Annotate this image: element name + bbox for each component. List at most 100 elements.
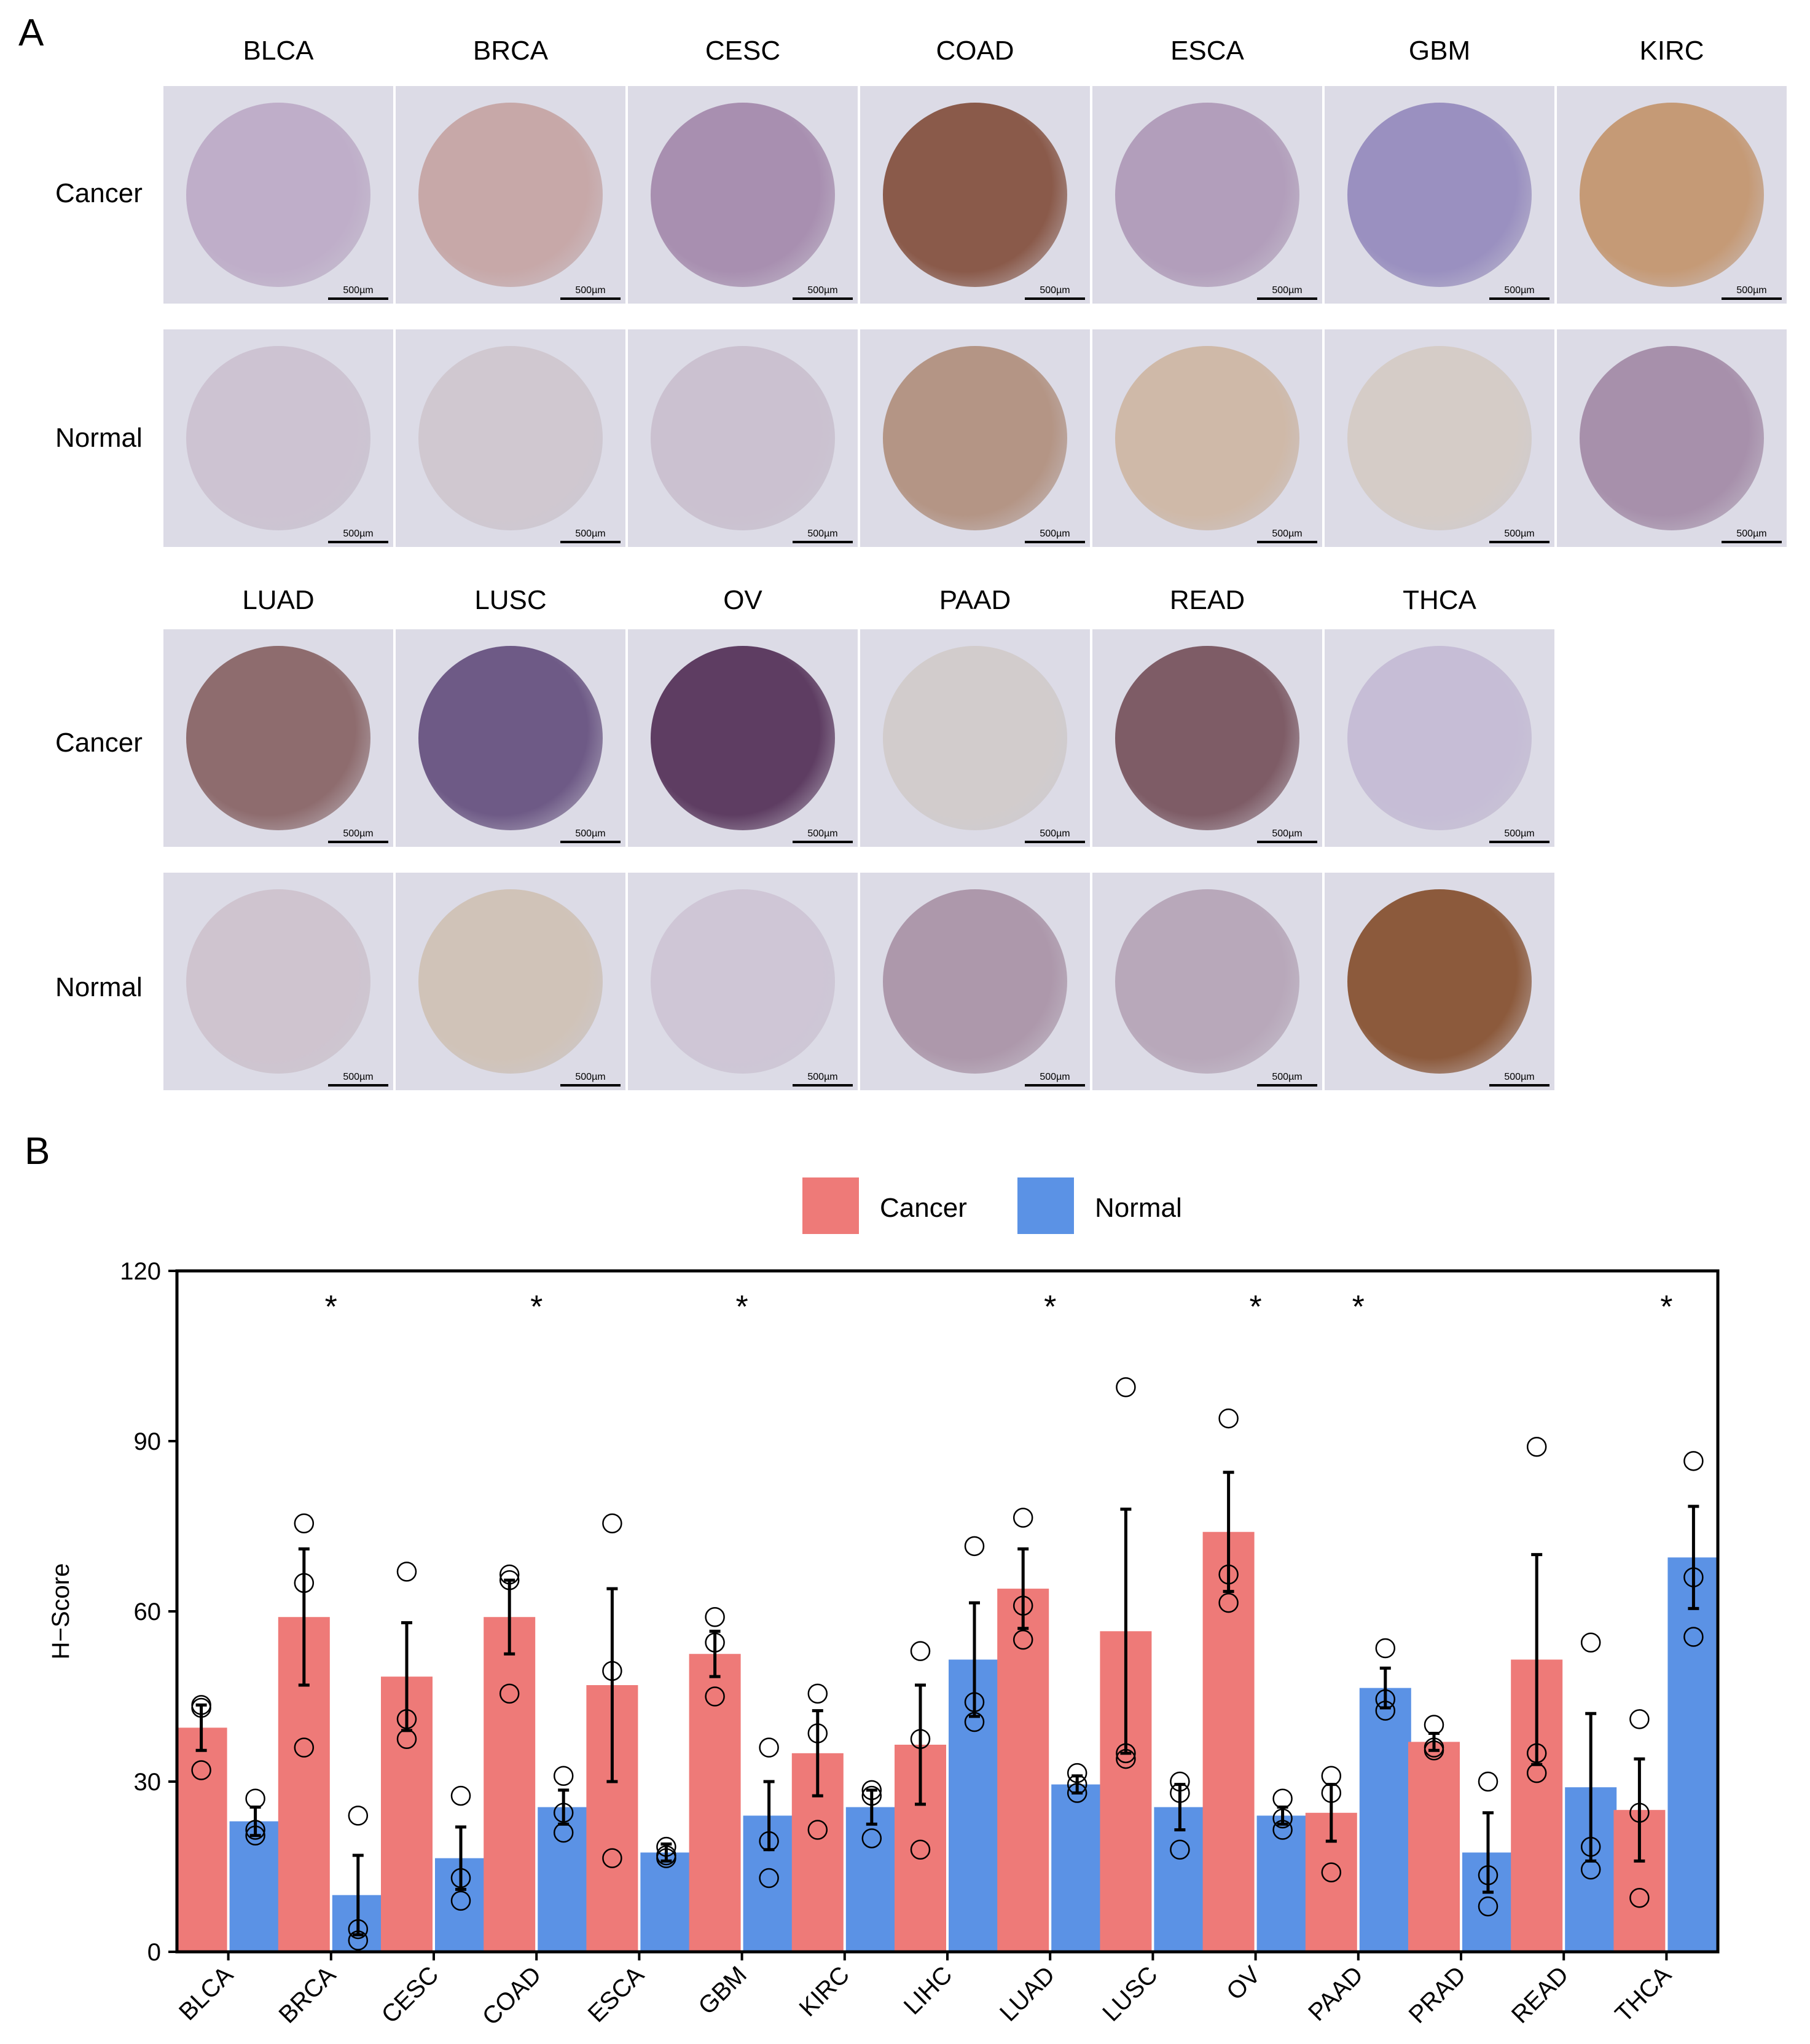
bar-thca-normal	[1667, 1557, 1720, 1952]
x-tick-label-lihc: LIHC	[899, 1961, 958, 2020]
tissue-label-read: READ	[1169, 585, 1245, 615]
scale-bar: 500µm	[328, 1072, 388, 1087]
ihc-image-thca-normal: 500µm	[1325, 873, 1554, 1090]
data-point-kirc-cancer-2	[807, 1723, 828, 1743]
significance-star-thca: *	[1660, 1289, 1672, 1325]
tissue-core	[1115, 103, 1299, 287]
data-point-esca-normal-3	[656, 1848, 676, 1868]
ihc-image-paad-cancer: 500µm	[860, 629, 1090, 847]
scale-bar-label: 500µm	[343, 828, 374, 839]
scale-bar: 500µm	[1489, 285, 1549, 300]
data-point-luad-normal-3	[1067, 1783, 1087, 1803]
row-label-cancer: Cancer	[55, 178, 143, 208]
y-tick-label-30: 30	[134, 1769, 162, 1796]
ihc-image-kirc-normal: 500µm	[1557, 329, 1787, 547]
tissue-core	[186, 646, 370, 830]
scale-bar-label: 500µm	[343, 529, 374, 539]
data-point-brca-normal-3	[348, 1930, 369, 1951]
data-point-read-cancer-2	[1526, 1743, 1547, 1764]
bar-blca-cancer	[175, 1728, 227, 1952]
tissue-core	[186, 889, 370, 1074]
data-point-ov-cancer-3	[1218, 1592, 1239, 1613]
scale-bar: 500µm	[1025, 529, 1085, 543]
x-tick-label-cesc: CESC	[377, 1961, 444, 2029]
scale-bar: 500µm	[1489, 828, 1549, 843]
legend-label-cancer: Cancer	[880, 1193, 967, 1223]
y-tick-label-120: 120	[120, 1258, 161, 1285]
tissue-label-cesc: CESC	[705, 36, 781, 66]
x-tick-label-lusc: LUSC	[1097, 1961, 1163, 2027]
scale-bar-line	[1025, 841, 1085, 843]
data-point-gbm-cancer-2	[705, 1632, 725, 1653]
scale-bar: 500µm	[793, 285, 853, 300]
data-point-coad-cancer-1	[499, 1564, 520, 1585]
data-point-cesc-normal-3	[450, 1890, 471, 1911]
tissue-label-ov: OV	[723, 585, 762, 615]
data-point-lusc-normal-3	[1170, 1839, 1190, 1860]
data-point-lihc-normal-1	[964, 1536, 985, 1557]
legend-label-normal: Normal	[1095, 1193, 1182, 1223]
scale-bar-label: 500µm	[575, 285, 606, 296]
data-point-gbm-normal-1	[759, 1737, 779, 1758]
data-point-lihc-normal-2	[964, 1692, 985, 1712]
scale-bar-line	[328, 1084, 388, 1087]
scale-bar-label: 500µm	[575, 529, 606, 539]
data-point-thca-normal-2	[1683, 1567, 1704, 1587]
tissue-core	[883, 103, 1067, 287]
tissue-core	[1347, 346, 1532, 530]
scale-bar-label: 500µm	[1272, 285, 1303, 296]
ihc-image-brca-cancer: 500µm	[396, 86, 625, 304]
data-point-coad-normal-3	[553, 1822, 574, 1843]
scale-bar-line	[1025, 297, 1085, 300]
scale-bar: 500µm	[1489, 1072, 1549, 1087]
panel-label-b: B	[25, 1130, 50, 1173]
data-point-ov-normal-3	[1272, 1820, 1293, 1840]
data-point-luad-normal-1	[1067, 1763, 1087, 1783]
bar-coad-normal	[538, 1807, 590, 1952]
scale-bar-line	[328, 297, 388, 300]
scale-bar: 500µm	[1025, 1072, 1085, 1087]
scale-bar: 500µm	[1257, 1072, 1317, 1087]
ihc-image-read-cancer: 500µm	[1092, 629, 1322, 847]
data-point-blca-normal-3	[245, 1825, 265, 1845]
scale-bar-line	[328, 841, 388, 843]
data-point-esca-cancer-3	[602, 1848, 622, 1868]
scale-bar-line	[793, 1084, 853, 1087]
tissue-label-gbm: GBM	[1408, 36, 1471, 66]
data-point-blca-cancer-2	[191, 1695, 211, 1715]
scale-bar-line	[1257, 841, 1317, 843]
scale-bar: 500µm	[1489, 529, 1549, 543]
data-point-thca-cancer-3	[1629, 1888, 1650, 1908]
scale-bar-label: 500µm	[807, 529, 838, 539]
tissue-label-luad: LUAD	[242, 585, 315, 615]
x-tick-label-esca: ESCA	[583, 1961, 649, 2027]
y-tick-label-60: 60	[134, 1598, 162, 1625]
tissue-core	[651, 346, 835, 530]
scale-bar-line	[328, 541, 388, 543]
data-point-cesc-normal-1	[450, 1785, 471, 1806]
ihc-image-read-normal: 500µm	[1092, 873, 1322, 1090]
data-point-prad-normal-2	[1478, 1865, 1499, 1885]
h-score-bar-chart: Cancer Normal BLCA * BRCA CESC * COAD ESCA * GBM KI…	[47, 1177, 1720, 2030]
bar-luad-normal	[1051, 1784, 1103, 1952]
scale-bar-label: 500µm	[343, 1072, 374, 1082]
tissue-core	[651, 646, 835, 830]
scale-bar-line	[1722, 297, 1782, 300]
tissue-label-kirc: KIRC	[1639, 36, 1704, 66]
tissue-core	[651, 103, 835, 287]
scale-bar-line	[1025, 1084, 1085, 1087]
ihc-image-ov-cancer: 500µm	[628, 629, 858, 847]
data-point-brca-cancer-2	[294, 1573, 315, 1594]
bar-blca-normal	[229, 1821, 281, 1952]
bar-paad-normal	[1359, 1688, 1411, 1952]
tissue-core	[418, 889, 603, 1074]
tissue-label-blca: BLCA	[243, 36, 314, 66]
x-tick-label-kirc: KIRC	[794, 1961, 855, 2022]
x-tick-label-gbm: GBM	[693, 1961, 752, 2020]
scale-bar: 500µm	[1257, 529, 1317, 543]
data-point-prad-cancer-1	[1424, 1715, 1444, 1735]
bar-gbm-cancer	[689, 1654, 741, 1952]
data-point-gbm-cancer-1	[705, 1606, 725, 1627]
scale-bar-line	[1489, 841, 1549, 843]
y-tick-label-0: 0	[147, 1939, 161, 1966]
